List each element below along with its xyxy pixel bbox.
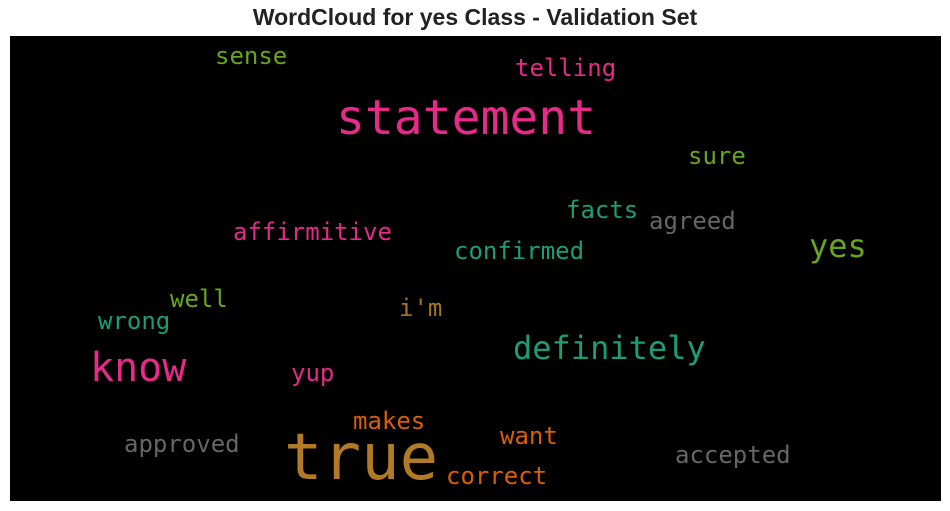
word-agreed: agreed xyxy=(649,207,736,235)
word-yes: yes xyxy=(809,227,867,265)
word-makes: makes xyxy=(353,407,426,435)
word-confirmed: confirmed xyxy=(454,237,585,265)
word-want: want xyxy=(500,422,558,450)
word-know: know xyxy=(90,345,187,391)
word-true: true xyxy=(284,421,439,495)
word-approved: approved xyxy=(124,430,240,458)
word-affirmitive: affirmitive xyxy=(233,218,392,246)
word-yup: yup xyxy=(291,359,335,387)
word-accepted: accepted xyxy=(675,441,791,469)
word-telling: telling xyxy=(515,54,617,82)
word-well: well xyxy=(170,285,228,313)
word-sense: sense xyxy=(215,42,288,70)
word-sure: sure xyxy=(688,142,746,170)
word-wrong: wrong xyxy=(98,307,171,335)
wordcloud-canvas: true statement know definitely yes affirmitiv… xyxy=(10,36,941,501)
word-facts: facts xyxy=(566,196,639,224)
word-statement: statement xyxy=(336,90,597,146)
word-im: i'm xyxy=(399,294,443,322)
word-definitely: definitely xyxy=(513,329,706,367)
word-correct: correct xyxy=(446,462,548,490)
chart-title: WordCloud for yes Class - Validation Set xyxy=(252,4,698,30)
